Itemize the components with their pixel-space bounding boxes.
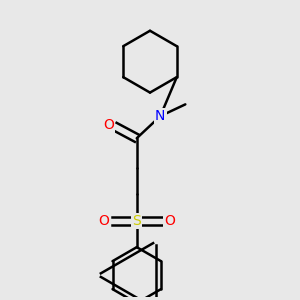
Text: O: O xyxy=(98,214,109,228)
Text: O: O xyxy=(165,214,176,228)
Text: S: S xyxy=(132,214,141,228)
Text: N: N xyxy=(155,109,166,123)
Text: O: O xyxy=(103,118,114,132)
